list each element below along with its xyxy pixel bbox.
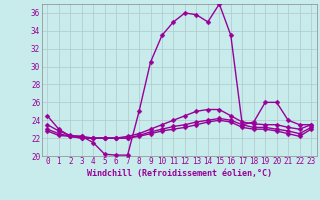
X-axis label: Windchill (Refroidissement éolien,°C): Windchill (Refroidissement éolien,°C): [87, 169, 272, 178]
